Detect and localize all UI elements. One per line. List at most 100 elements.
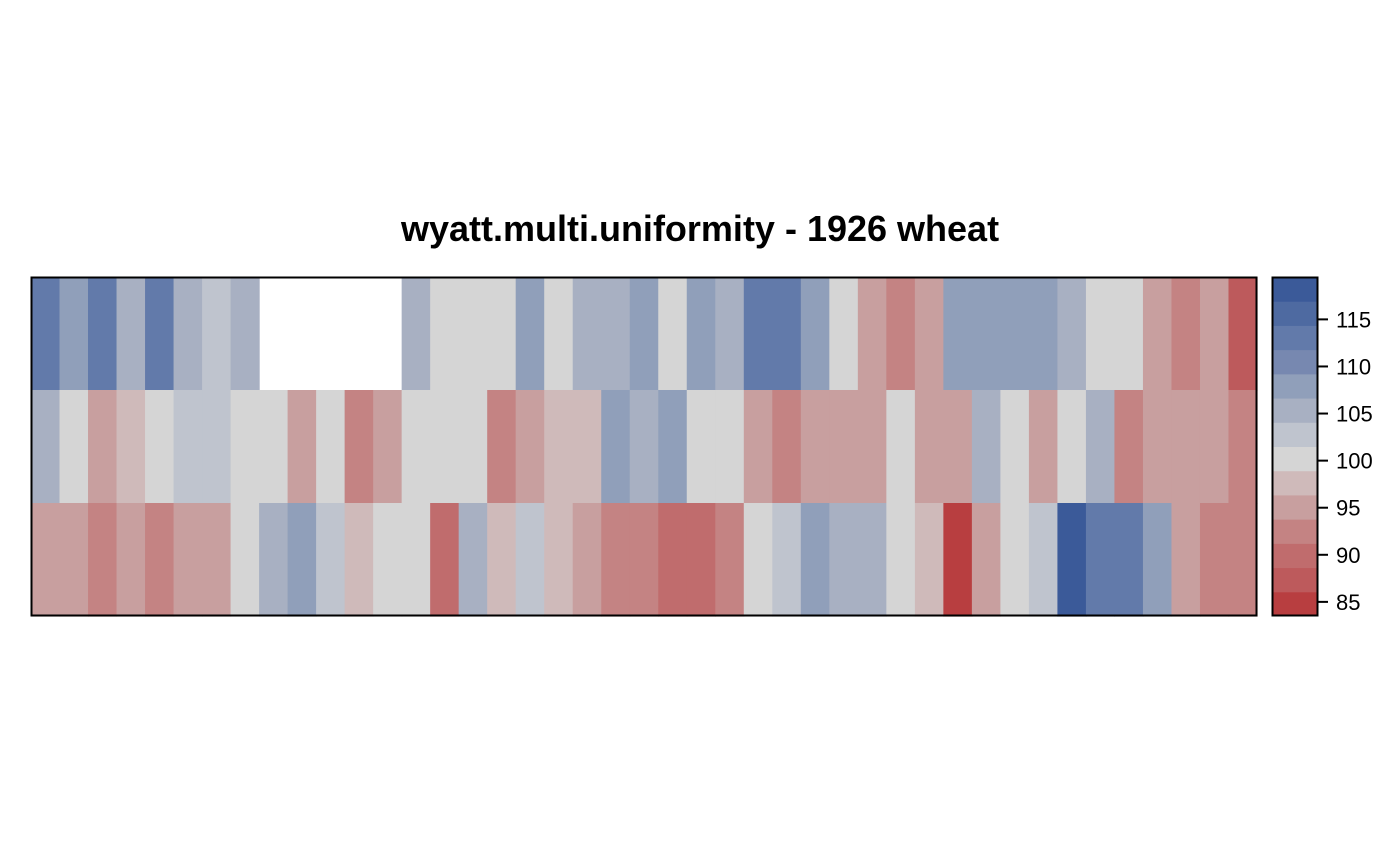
heatmap-cell — [715, 277, 745, 391]
heatmap-cell — [344, 503, 374, 617]
heatmap-cell — [88, 277, 118, 391]
heatmap-cell — [230, 390, 260, 504]
heatmap-cell — [202, 390, 232, 504]
heatmap-cell — [629, 390, 659, 504]
heatmap-cell — [829, 503, 859, 617]
colorbar-tick-label: 110 — [1336, 354, 1371, 379]
heatmap-cell — [31, 503, 61, 617]
heatmap-cell — [202, 503, 232, 617]
heatmap-cell — [116, 503, 146, 617]
heatmap-cell — [857, 503, 887, 617]
heatmap-cell — [857, 390, 887, 504]
heatmap-cell — [886, 503, 916, 617]
heatmap-cell — [829, 390, 859, 504]
colorbar-segment — [1272, 301, 1318, 326]
heatmap-cell — [886, 390, 916, 504]
heatmap-cell — [287, 390, 317, 504]
heatmap-cell — [1000, 503, 1030, 617]
heatmap-cell — [1171, 277, 1201, 391]
heatmap-cell — [544, 503, 574, 617]
heatmap-cell — [173, 277, 203, 391]
heatmap-cell — [458, 503, 488, 617]
heatmap-cell — [487, 390, 517, 504]
heatmap-cell — [401, 390, 431, 504]
heatmap-cell — [544, 277, 574, 391]
heatmap-cell — [1057, 503, 1087, 617]
heatmap-cell — [686, 503, 716, 617]
heatmap-cell — [1228, 503, 1258, 617]
heatmap-cell — [1114, 277, 1144, 391]
heatmap-cell — [629, 503, 659, 617]
colorbar-segment — [1272, 398, 1318, 423]
heatmap-cell — [772, 503, 802, 617]
heatmap-cell — [1228, 390, 1258, 504]
heatmap-cell — [373, 503, 403, 617]
heatmap-cell — [971, 277, 1001, 391]
heatmap-cell — [1085, 277, 1116, 391]
heatmap-cell — [145, 390, 175, 504]
heatmap-cell — [715, 390, 745, 504]
heatmap-cell — [1085, 503, 1116, 617]
heatmap-cell — [658, 277, 688, 391]
heatmap-cell — [230, 277, 260, 391]
heatmap-cell — [230, 503, 260, 617]
heatmap-cell — [515, 503, 545, 617]
colorbar-tick-label: 100 — [1336, 449, 1373, 474]
heatmap-cell — [1199, 277, 1230, 391]
heatmap-cells — [31, 277, 1258, 617]
heatmap-cell — [800, 277, 830, 391]
heatmap-cell — [1114, 503, 1144, 617]
heatmap-cell — [572, 277, 602, 391]
heatmap-cell — [401, 277, 431, 391]
heatmap-cell — [743, 503, 773, 617]
heatmap-cell — [116, 277, 146, 391]
heatmap-cell — [173, 390, 203, 504]
heatmap-cell — [88, 390, 118, 504]
heatmap-cell — [173, 503, 203, 617]
heatmap-cell — [601, 277, 631, 391]
chart-title: wyatt.multi.uniformity - 1926 wheat — [400, 208, 1000, 249]
colorbar-segment — [1272, 349, 1318, 375]
heatmap-cell — [971, 503, 1001, 617]
colorbar-tick-label: 85 — [1336, 590, 1360, 615]
heatmap-cell — [515, 277, 545, 391]
heatmap-cell — [1228, 277, 1258, 391]
heatmap-cell — [487, 277, 517, 391]
colorbar-border — [1271, 276, 1319, 617]
heatmap-cell — [1114, 390, 1144, 504]
heatmap-cell — [430, 390, 460, 504]
heatmap-cell — [544, 390, 574, 504]
colorbar-tick-label: 90 — [1336, 543, 1360, 568]
heatmap-cell — [772, 390, 802, 504]
heatmap-cell — [829, 277, 859, 391]
heatmap-cell — [1028, 390, 1059, 504]
heatmap-cell — [572, 503, 602, 617]
heatmap-cell — [430, 277, 460, 391]
heatmap-cell — [772, 277, 802, 391]
heatmap-cell — [743, 390, 773, 504]
colorbar-tick-label: 115 — [1336, 307, 1371, 332]
heatmap-cell — [259, 390, 289, 504]
colorbar-segment — [1272, 494, 1318, 520]
heatmap-cell — [971, 390, 1001, 504]
heatmap-cell — [145, 277, 175, 391]
plot-border — [30, 276, 1258, 617]
heatmap-cell — [1057, 277, 1087, 391]
heatmap-cell — [601, 390, 631, 504]
colorbar-segment — [1272, 446, 1318, 472]
heatmap-cell — [800, 503, 830, 617]
heatmap-cell — [430, 503, 460, 617]
heatmap-cell — [1171, 390, 1201, 504]
colorbar-segment — [1272, 567, 1318, 593]
heatmap-cell — [316, 390, 346, 504]
heatmap-cell — [715, 503, 745, 617]
colorbar-segment — [1272, 470, 1318, 496]
heatmap-cell — [658, 503, 688, 617]
heatmap-cell — [31, 277, 61, 391]
colorbar-ticks: 85 90 95 100 105 110 115 — [1318, 307, 1373, 615]
heatmap-cell — [1057, 390, 1087, 504]
heatmap-cell — [145, 503, 175, 617]
heatmap-cell — [629, 277, 659, 391]
heatmap-cell — [1199, 390, 1230, 504]
